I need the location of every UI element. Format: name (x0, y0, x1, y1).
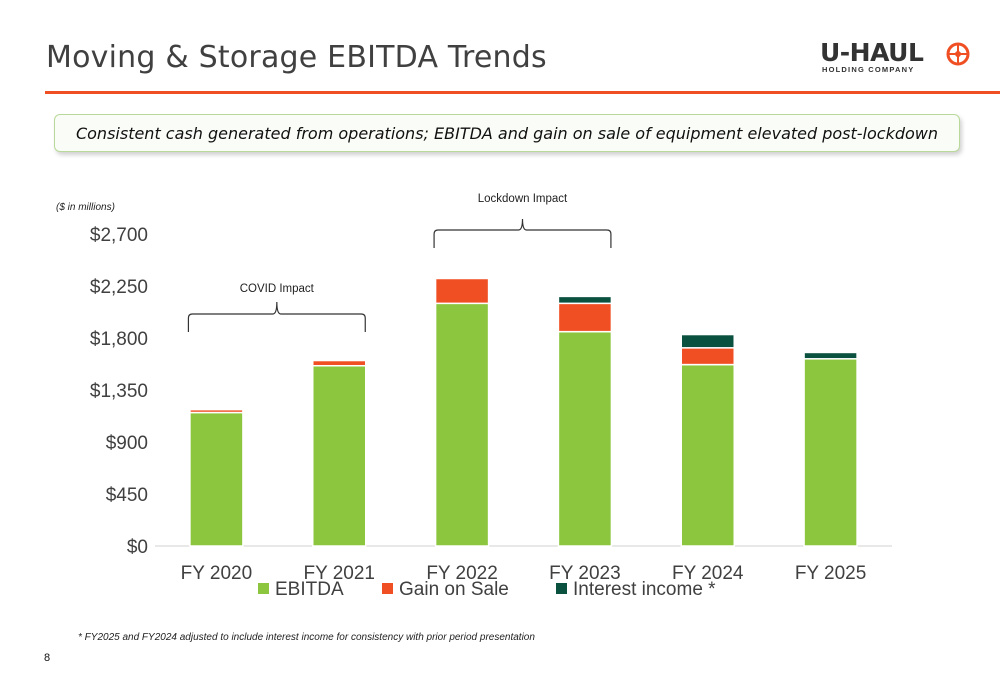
y-tick-label: $1,800 (90, 329, 148, 350)
bar-interest-income (680, 333, 735, 349)
uhaul-logo: U-HAUL HOLDING COMPANY (820, 38, 970, 76)
bar-ebitda (434, 302, 490, 547)
footnote: * FY2025 and FY2024 adjusted to include … (78, 632, 535, 643)
legend-label: Gain on Sale (399, 579, 509, 600)
legend-label: Interest income * (573, 579, 716, 600)
y-tick-label: $1,350 (90, 381, 148, 402)
bar-gain-on-sale (312, 359, 367, 367)
bar-ebitda (803, 358, 858, 547)
y-tick-label: $2,700 (90, 225, 148, 246)
bar-ebitda (680, 363, 735, 547)
bar-interest-income (803, 351, 858, 360)
x-tick-label: FY 2025 (795, 563, 866, 584)
annotation-brace (433, 218, 612, 248)
bar-ebitda (557, 330, 613, 547)
page-title: Moving & Storage EBITDA Trends (46, 40, 547, 75)
x-tick-label: FY 2021 (304, 563, 375, 584)
x-tick-label: FY 2022 (426, 563, 497, 584)
wheel-icon (946, 42, 970, 66)
page-number: 8 (44, 652, 51, 664)
callout-box: Consistent cash generated from operation… (54, 114, 960, 152)
title-divider (45, 91, 1000, 94)
y-tick-label: $2,250 (90, 277, 148, 298)
y-tick-label: $0 (127, 537, 148, 558)
bar-gain-on-sale (557, 302, 613, 333)
legend-swatch (258, 583, 269, 594)
y-tick-label: $900 (106, 433, 148, 454)
annotation-label: Lockdown Impact (478, 193, 568, 205)
legend-label: EBITDA (275, 579, 344, 600)
x-tick-label: FY 2023 (549, 563, 620, 584)
bar-ebitda (312, 364, 367, 547)
units-note: ($ in millions) (56, 202, 115, 213)
y-tick-label: $450 (106, 485, 148, 506)
bar-gain-on-sale (189, 408, 244, 414)
logo-wordmark: U-HAUL (820, 38, 924, 67)
logo-subtitle: HOLDING COMPANY (822, 65, 915, 74)
annotation-label: COVID Impact (240, 283, 315, 295)
bar-gain-on-sale (680, 347, 735, 366)
bar-ebitda (189, 411, 244, 547)
legend-swatch (382, 583, 393, 594)
callout-text: Consistent cash generated from operation… (75, 123, 939, 143)
legend-swatch (556, 583, 567, 594)
annotation-brace (187, 301, 366, 332)
x-tick-label: FY 2020 (181, 563, 252, 584)
x-tick-label: FY 2024 (672, 563, 744, 584)
bar-gain-on-sale (434, 277, 490, 305)
bar-interest-income (557, 295, 613, 305)
